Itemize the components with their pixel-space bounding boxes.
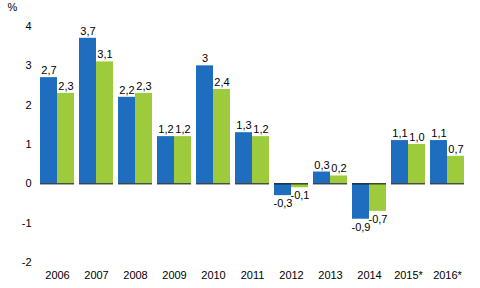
svg-text:0: 0 <box>25 177 31 189</box>
svg-text:2016*: 2016* <box>433 269 462 281</box>
svg-text:2,3: 2,3 <box>58 80 73 92</box>
svg-text:2009: 2009 <box>162 269 186 281</box>
svg-text:-1: -1 <box>22 217 32 229</box>
svg-text:2007: 2007 <box>84 269 108 281</box>
svg-text:1,2: 1,2 <box>253 123 268 135</box>
svg-text:2012: 2012 <box>279 269 303 281</box>
svg-text:2011: 2011 <box>241 269 265 281</box>
svg-text:2006: 2006 <box>45 269 69 281</box>
svg-text:%: % <box>8 1 18 13</box>
svg-text:-2: -2 <box>22 256 32 268</box>
svg-text:0,2: 0,2 <box>331 162 346 174</box>
svg-text:3: 3 <box>202 52 208 64</box>
svg-text:3,1: 3,1 <box>97 48 112 60</box>
svg-text:3: 3 <box>25 59 31 71</box>
svg-text:2,7: 2,7 <box>41 64 56 76</box>
svg-text:2010: 2010 <box>201 269 225 281</box>
svg-text:2013: 2013 <box>318 269 342 281</box>
svg-text:2008: 2008 <box>123 269 147 281</box>
svg-text:-0,3: -0,3 <box>273 197 293 210</box>
svg-text:2,4: 2,4 <box>214 76 229 88</box>
svg-text:1: 1 <box>25 138 31 150</box>
svg-text:-0,1: -0,1 <box>291 189 310 201</box>
svg-text:3,7: 3,7 <box>80 25 95 37</box>
svg-text:1,2: 1,2 <box>158 123 173 135</box>
svg-text:0,7: 0,7 <box>448 143 463 155</box>
svg-text:1,3: 1,3 <box>236 119 251 131</box>
svg-text:2,2: 2,2 <box>119 84 134 96</box>
svg-text:2015*: 2015* <box>394 269 423 281</box>
svg-text:4: 4 <box>25 20 31 32</box>
svg-text:0,3: 0,3 <box>314 159 329 171</box>
svg-text:1,2: 1,2 <box>175 123 190 135</box>
svg-text:-0,9: -0,9 <box>351 220 371 233</box>
svg-text:2014: 2014 <box>357 269 381 281</box>
svg-text:2,3: 2,3 <box>136 80 151 92</box>
svg-text:2: 2 <box>25 99 31 111</box>
svg-text:1,1: 1,1 <box>431 127 446 139</box>
svg-text:1,1: 1,1 <box>392 127 407 139</box>
svg-text:1,0: 1,0 <box>409 131 424 143</box>
svg-text:-0,7: -0,7 <box>369 213 388 225</box>
